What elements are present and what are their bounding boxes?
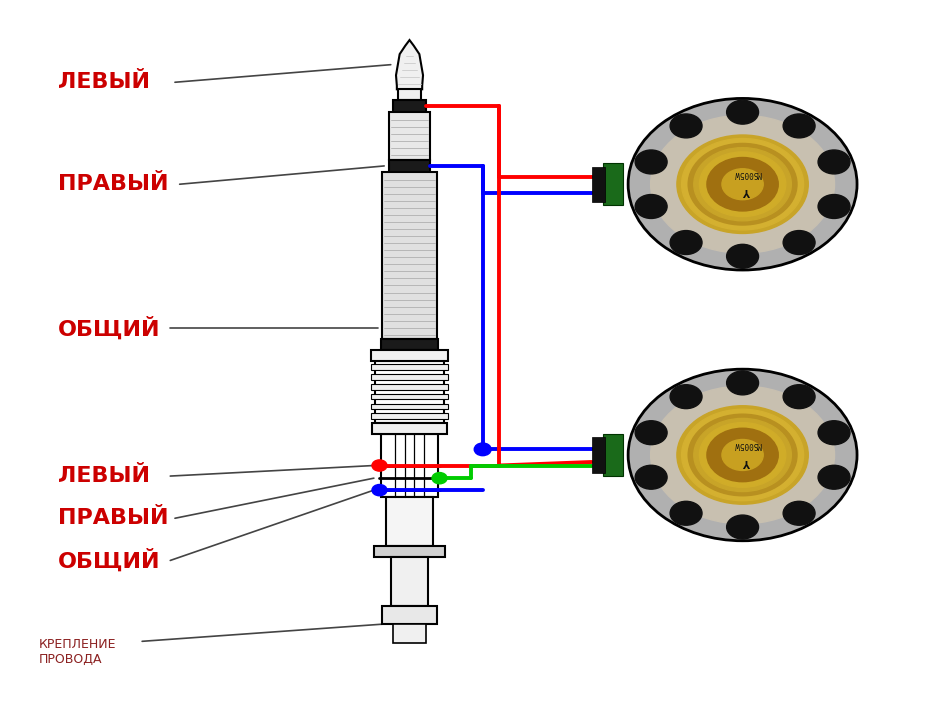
Circle shape — [681, 409, 804, 501]
Bar — [592, 167, 605, 202]
Circle shape — [650, 386, 835, 524]
Circle shape — [707, 429, 778, 481]
Text: Y: Y — [743, 186, 751, 196]
Circle shape — [635, 150, 667, 174]
Circle shape — [818, 150, 850, 174]
Bar — [603, 163, 624, 205]
Circle shape — [670, 385, 702, 409]
Circle shape — [635, 421, 667, 445]
Text: MS005W: MS005W — [733, 440, 761, 449]
Circle shape — [726, 100, 758, 124]
Circle shape — [722, 440, 763, 470]
Circle shape — [372, 460, 387, 471]
Circle shape — [707, 157, 778, 211]
Circle shape — [726, 515, 758, 539]
Text: ОБЩИЙ: ОБЩИЙ — [57, 549, 160, 572]
Circle shape — [783, 501, 815, 525]
Circle shape — [670, 501, 702, 525]
Circle shape — [432, 472, 447, 484]
Circle shape — [818, 465, 850, 489]
Circle shape — [726, 371, 758, 395]
Text: ПРАВЫЙ: ПРАВЫЙ — [57, 508, 168, 528]
Bar — [382, 606, 437, 623]
Bar — [386, 497, 433, 546]
Bar — [389, 112, 430, 160]
Circle shape — [699, 152, 786, 217]
Bar — [398, 89, 421, 100]
Bar — [382, 172, 437, 339]
Circle shape — [783, 231, 815, 254]
Circle shape — [677, 406, 808, 504]
Text: ПРАВЫЙ: ПРАВЫЙ — [57, 174, 168, 194]
Bar — [371, 364, 448, 370]
Circle shape — [688, 143, 797, 225]
Text: ЛЕВЫЙ: ЛЕВЫЙ — [57, 466, 150, 486]
Bar — [375, 546, 445, 557]
Text: ОБЩИЙ: ОБЩИЙ — [57, 317, 160, 340]
Circle shape — [818, 195, 850, 218]
Circle shape — [635, 195, 667, 218]
Circle shape — [650, 115, 835, 253]
Text: Y: Y — [743, 457, 751, 467]
Bar — [371, 384, 448, 390]
Bar — [371, 350, 448, 361]
Text: ЛЕВЫЙ: ЛЕВЫЙ — [57, 72, 150, 92]
Bar — [371, 374, 448, 380]
Circle shape — [694, 148, 791, 221]
Text: КРЕПЛЕНИЕ
ПРОВОДА: КРЕПЛЕНИЕ ПРОВОДА — [39, 638, 117, 666]
Bar — [371, 404, 448, 409]
Bar — [603, 434, 624, 476]
Circle shape — [670, 231, 702, 254]
Circle shape — [670, 114, 702, 138]
Bar — [375, 361, 444, 424]
Bar — [592, 438, 605, 472]
Bar — [392, 100, 426, 112]
Circle shape — [722, 169, 763, 200]
Bar — [381, 339, 438, 350]
Bar — [391, 557, 428, 606]
Bar — [381, 434, 438, 497]
Circle shape — [818, 421, 850, 445]
Circle shape — [783, 114, 815, 138]
Bar — [372, 424, 447, 434]
Circle shape — [783, 385, 815, 409]
Bar — [371, 394, 448, 400]
Circle shape — [726, 244, 758, 268]
Circle shape — [699, 423, 786, 487]
Circle shape — [629, 369, 857, 541]
Circle shape — [694, 419, 791, 491]
Circle shape — [688, 414, 797, 496]
Bar — [393, 623, 426, 642]
Text: MS005W: MS005W — [733, 169, 761, 178]
Bar — [389, 160, 430, 172]
Circle shape — [681, 138, 804, 230]
Circle shape — [629, 98, 857, 270]
Circle shape — [677, 135, 808, 234]
Circle shape — [635, 465, 667, 489]
Circle shape — [474, 443, 491, 455]
Bar — [371, 414, 448, 419]
Circle shape — [372, 484, 387, 496]
Polygon shape — [396, 40, 423, 89]
